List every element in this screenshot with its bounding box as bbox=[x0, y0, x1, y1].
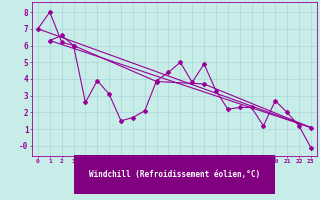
X-axis label: Windchill (Refroidissement éolien,°C): Windchill (Refroidissement éolien,°C) bbox=[89, 170, 260, 179]
